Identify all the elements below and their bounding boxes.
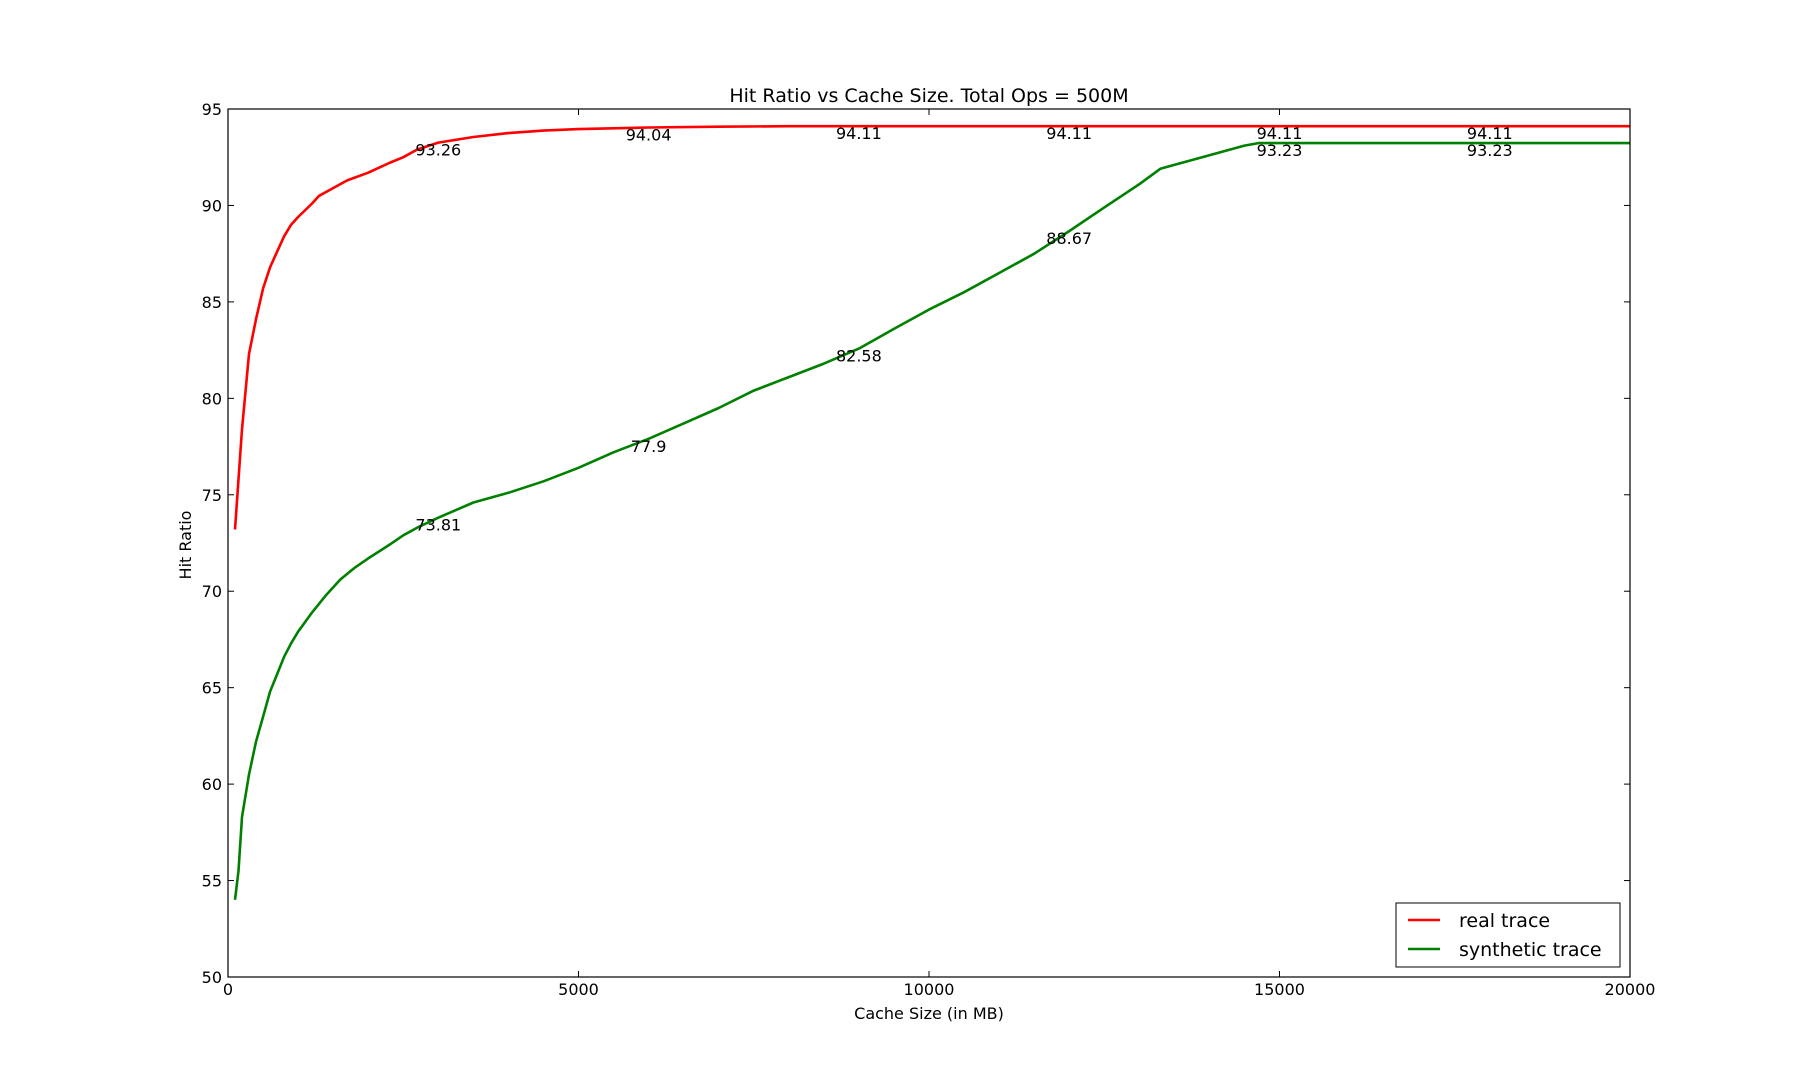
series-line-synthetic-trace: [233, 141, 1630, 900]
data-label: 93.26: [415, 141, 461, 160]
data-label: 93.23: [1257, 141, 1303, 160]
legend: real trace synthetic trace: [1395, 902, 1621, 968]
data-label: 93.23: [1467, 141, 1513, 160]
x-tick-label: 20000: [1605, 980, 1656, 999]
y-tick-label: 55: [202, 872, 222, 891]
data-label: 88.67: [1046, 229, 1092, 248]
legend-label: synthetic trace: [1459, 939, 1602, 961]
data-label: 94.11: [1046, 124, 1092, 143]
data-label: 94.11: [1467, 124, 1513, 143]
y-tick-label: 95: [202, 100, 222, 119]
data-label: 94.11: [1257, 124, 1303, 143]
axes-layer: 0 5000 10000 15000 20000 50 55 60 65 70 75 80 85 90 95: [202, 100, 1656, 999]
data-label: 94.11: [836, 124, 882, 143]
annotation-layer: 93.26 94.04 94.11 94.11 94.11 94.11 73.81 77.9 8…: [415, 124, 1512, 535]
legend-label: real trace: [1459, 910, 1550, 932]
x-tick-label: 10000: [904, 980, 955, 999]
x-axis-label: Cache Size (in MB): [854, 1004, 1004, 1023]
y-tick-label: 85: [202, 293, 222, 312]
x-tick-label: 15000: [1254, 980, 1305, 999]
series-layer: [233, 124, 1630, 900]
y-axis-label: Hit Ratio: [176, 511, 195, 580]
y-tick-label: 65: [202, 679, 222, 698]
data-label: 77.9: [631, 437, 667, 456]
legend-box: [1395, 902, 1621, 968]
y-tick-label: 90: [202, 196, 222, 215]
chart-title: Hit Ratio vs Cache Size. Total Ops = 500…: [729, 85, 1128, 107]
y-tick-label: 75: [202, 486, 222, 505]
series-line-real-trace: [233, 124, 1630, 530]
y-tick-label: 70: [202, 582, 222, 601]
data-label: 82.58: [836, 347, 882, 366]
y-tick-label: 80: [202, 389, 222, 408]
x-tick-label: 0: [223, 980, 233, 999]
y-tick-label: 60: [202, 775, 222, 794]
data-label: 94.04: [626, 126, 672, 145]
x-tick-label: 5000: [558, 980, 599, 999]
data-label: 73.81: [415, 516, 461, 535]
y-tick-label: 50: [202, 968, 222, 987]
